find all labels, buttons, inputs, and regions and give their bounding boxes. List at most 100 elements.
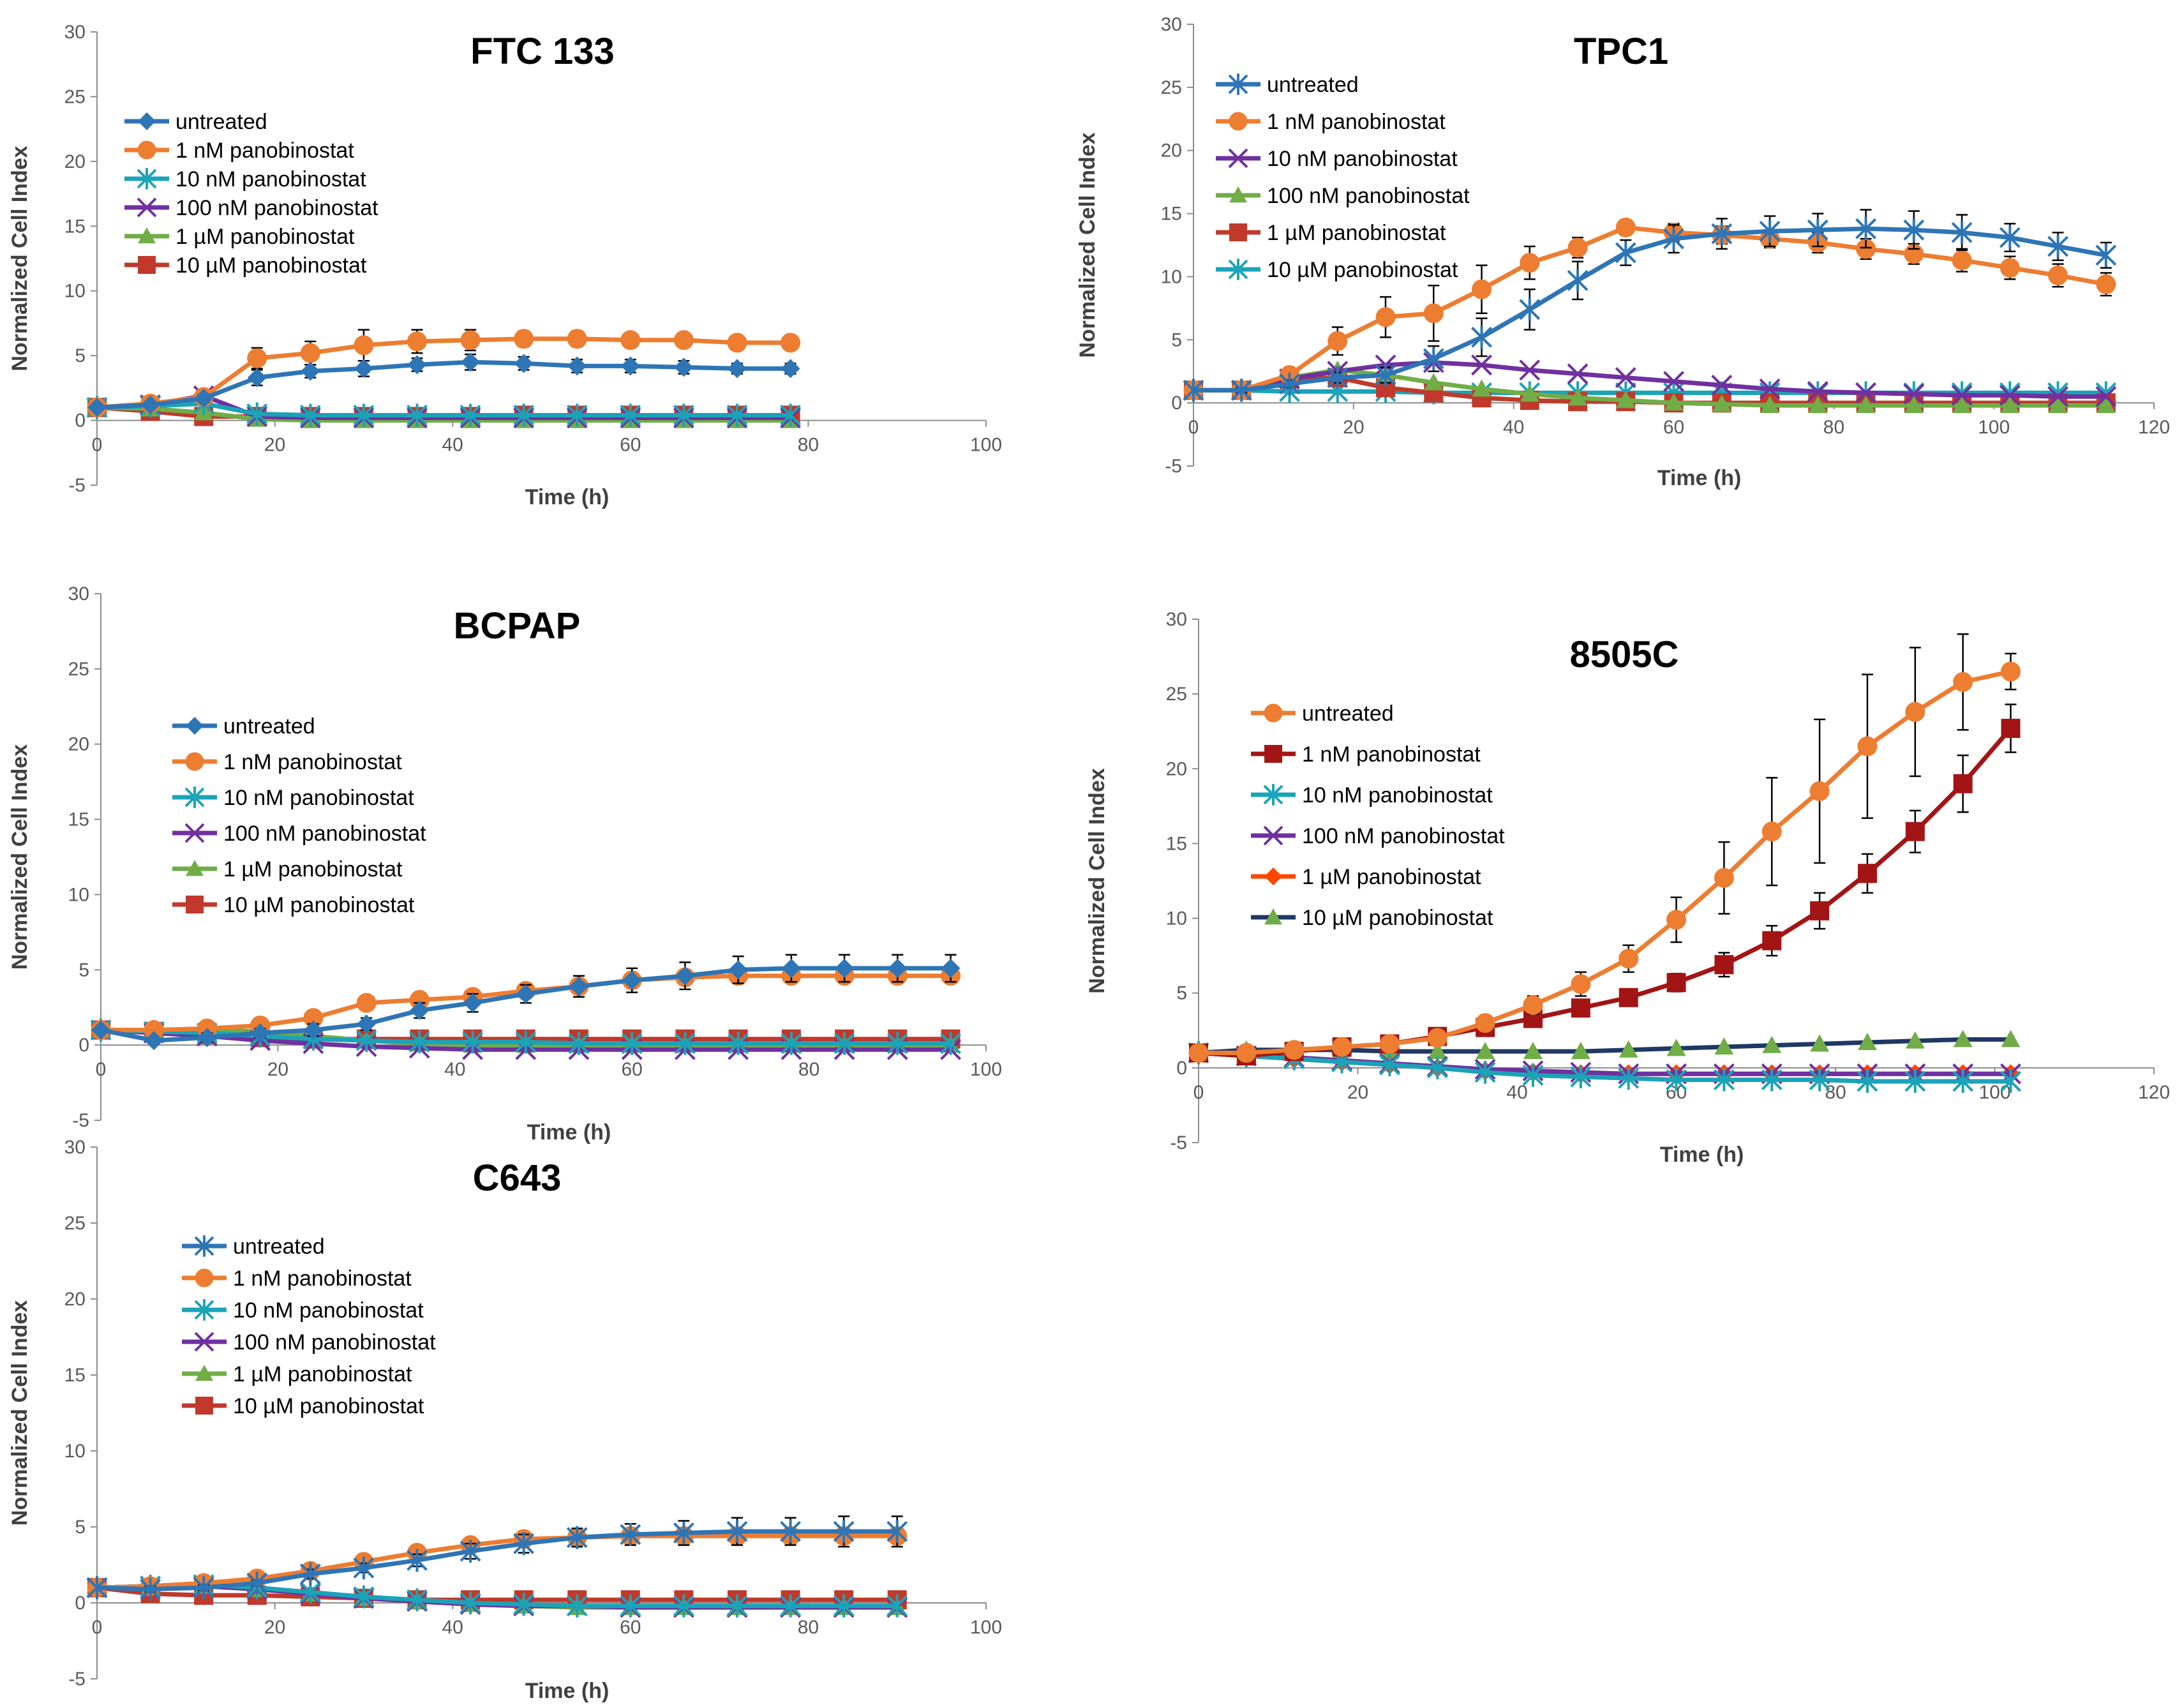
y-tick-label: 5 [75, 1517, 86, 1538]
series-line [96, 1529, 897, 1592]
series-line [96, 401, 791, 417]
y-tick-label: 30 [64, 22, 86, 43]
data-point [1666, 910, 1686, 930]
legend-label: 100 nM panobinostat [1302, 824, 1505, 848]
legend-marker [1263, 825, 1283, 846]
data-point [620, 403, 641, 427]
series-10-um-panobinostat [1189, 1030, 2021, 1061]
data-point [1952, 1069, 1974, 1093]
y-tick-label: -5 [72, 1110, 89, 1131]
legend-item: untreated [1251, 702, 1394, 726]
y-axis-title: Normalized Cell Index [8, 146, 32, 371]
legend-item: 1 µM panobinostat [172, 857, 403, 882]
y-tick-label: 15 [68, 809, 89, 830]
data-point [1663, 371, 1684, 392]
y-tick-label: 30 [1166, 609, 1187, 630]
data-point [728, 960, 748, 980]
data-point [1375, 363, 1396, 387]
data-point [407, 331, 427, 352]
legend-item: 100 nM panobinostat [1216, 184, 1470, 208]
data-point [1761, 1068, 1783, 1092]
data-point [1472, 279, 1492, 299]
data-point [1809, 781, 1830, 801]
data-point [1567, 269, 1589, 292]
legend-label: 1 µM panobinostat [1302, 865, 1481, 889]
legend: untreated 1 nM panobinostat 10 nM panobino… [182, 1235, 436, 1418]
legend-item: 10 µM panobinostat [124, 253, 367, 278]
data-point [1476, 1042, 1495, 1060]
legend-item: untreated [124, 110, 267, 134]
legend-item: 1 nM panobinostat [1251, 742, 1481, 767]
y-tick-label: 10 [1161, 266, 1182, 287]
y-tick-label: 30 [64, 1137, 86, 1158]
legend-label: untreated [1267, 73, 1359, 97]
y-tick-label: 15 [1161, 204, 1182, 225]
data-point [727, 333, 747, 353]
x-tick-label: 120 [2138, 1082, 2170, 1103]
data-point [1520, 384, 1539, 402]
data-point [246, 402, 268, 426]
data-point [781, 333, 801, 353]
x-tick-label: 20 [264, 1617, 285, 1638]
legend-marker [184, 823, 205, 843]
y-axis-title: Normalized Cell Index [1085, 768, 1109, 993]
data-point [2047, 386, 2068, 407]
legend: untreated 1 nM panobinostat 10 nM panobino… [124, 110, 378, 278]
x-tick-label: 100 [970, 1059, 1002, 1080]
y-tick-label: 30 [1161, 14, 1182, 35]
y-tick-label: 5 [1176, 983, 1187, 1004]
data-point [1619, 988, 1638, 1007]
x-tick-label: 20 [264, 435, 285, 456]
x-tick-label: 100 [970, 1617, 1002, 1638]
data-point [1855, 382, 1876, 403]
data-point [2000, 258, 2020, 278]
data-point [1423, 303, 1444, 324]
data-point [1523, 1042, 1543, 1060]
data-point [2095, 386, 2117, 407]
legend-label: 100 nM panobinostat [233, 1330, 436, 1355]
data-point [1857, 736, 1878, 756]
series-line [1198, 1050, 2011, 1076]
legend-label: 1 nM panobinostat [1302, 742, 1481, 767]
data-point [2000, 396, 2020, 414]
data-point [1615, 241, 1636, 264]
y-tick-label: 20 [1166, 758, 1187, 779]
legend-item: 10 nM panobinostat [1251, 783, 1493, 807]
data-point [1520, 253, 1540, 273]
y-tick-label: 15 [64, 1365, 86, 1386]
data-point [1855, 217, 1876, 241]
y-tick-label: 0 [79, 1035, 89, 1056]
data-point [1568, 388, 1587, 406]
legend-marker [137, 140, 156, 160]
data-point [357, 1014, 377, 1034]
data-point [886, 1032, 908, 1055]
data-point [197, 1028, 217, 1048]
data-point [1953, 1030, 1973, 1048]
data-point [1571, 974, 1591, 995]
data-point [1762, 931, 1782, 950]
y-tick-label: 20 [68, 734, 89, 755]
data-point [675, 1032, 696, 1055]
data-point [140, 1577, 161, 1601]
data-point [514, 354, 534, 373]
data-point [513, 1593, 535, 1616]
x-tick-label: 60 [1663, 417, 1684, 438]
legend-marker [1264, 908, 1282, 925]
data-point [1905, 1031, 1925, 1049]
legend-item: 100 nM panobinostat [172, 822, 426, 846]
legend-label: 1 µM panobinostat [176, 225, 355, 249]
x-tick-label: 40 [444, 1059, 465, 1080]
data-point [1905, 822, 1925, 841]
x-tick-label: 120 [2138, 417, 2170, 438]
data-point [2000, 1069, 2021, 1093]
data-point [1760, 396, 1779, 414]
x-tick-label: 80 [1823, 417, 1844, 438]
chart-title: C643 [473, 1157, 562, 1199]
series-untreated [91, 954, 961, 1051]
chart-ftc-133: -5 0 5 10 15 20 25 30 0 20 40 60 80 100 Time (h) Normal… [8, 22, 1002, 509]
data-point [620, 356, 640, 376]
y-tick-label: 25 [64, 86, 86, 107]
y-tick-label: -5 [68, 1669, 86, 1690]
y-tick-label: 25 [1166, 684, 1187, 705]
